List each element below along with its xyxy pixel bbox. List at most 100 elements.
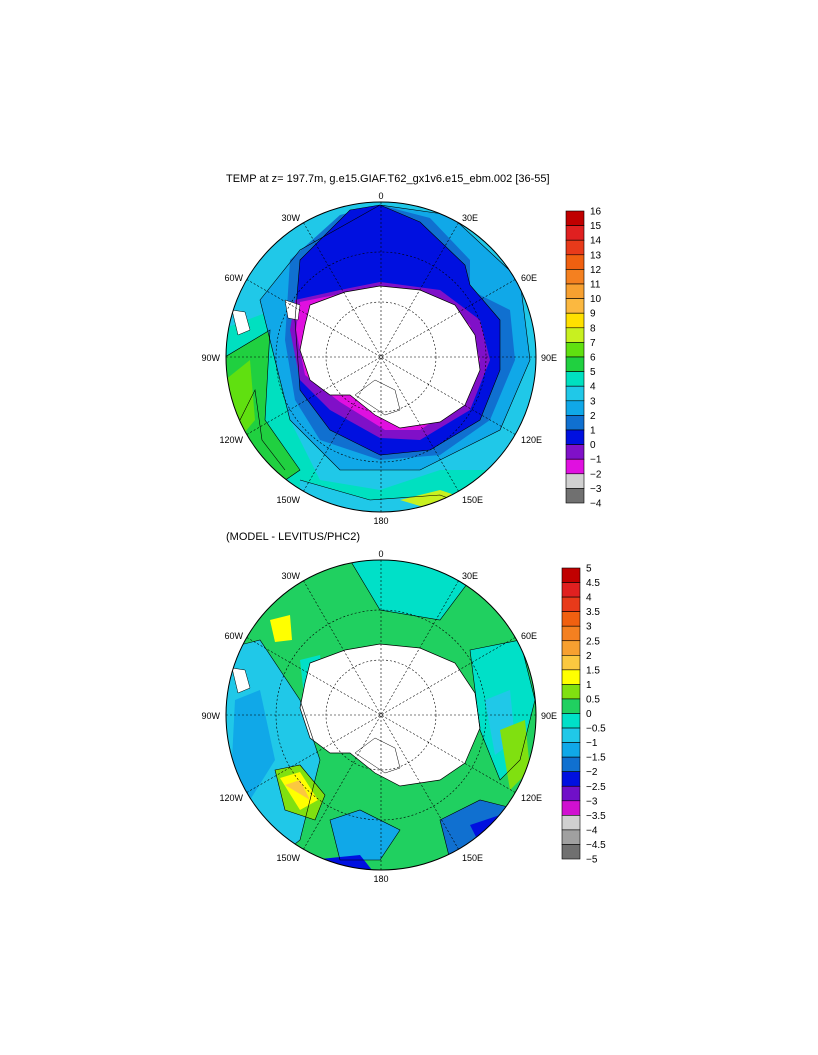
map2-lon-label: 90E bbox=[541, 711, 557, 721]
colorbar-tick-label: 3.5 bbox=[586, 607, 600, 618]
colorbar-tick-label: 2.5 bbox=[586, 636, 600, 647]
colorbar-swatch bbox=[561, 771, 581, 787]
colorbar-tick-label: 13 bbox=[590, 250, 602, 261]
colorbar-swatch bbox=[565, 225, 585, 241]
colorbar-tick-label: 4 bbox=[586, 593, 592, 604]
colorbar-swatch bbox=[561, 815, 581, 831]
colorbar-tick-label: 15 bbox=[590, 221, 602, 232]
colorbar-swatch bbox=[565, 385, 585, 402]
map1: 0 30E 60E 90E 120E 150E 180 150W 120W 90… bbox=[201, 191, 601, 526]
colorbar-tick-label: 12 bbox=[590, 265, 602, 276]
colorbar-tick-label: 0 bbox=[590, 440, 596, 451]
colorbar-tick-label: 9 bbox=[590, 309, 596, 320]
colorbar-swatch bbox=[565, 429, 585, 445]
colorbar-tick-label: −2 bbox=[590, 469, 602, 480]
colorbar-swatch bbox=[565, 371, 585, 387]
colorbar-tick-label: −4.5 bbox=[586, 840, 606, 851]
colorbar-tick-label: −1 bbox=[586, 738, 598, 749]
map1-field bbox=[226, 202, 536, 512]
colorbar-tick-label: 2 bbox=[586, 651, 592, 662]
colorbar-tick-label: −3.5 bbox=[586, 811, 606, 822]
colorbar-tick-label: 10 bbox=[590, 294, 602, 305]
colorbar-swatch bbox=[561, 844, 581, 860]
colorbar-tick-label: 1 bbox=[590, 426, 596, 437]
map1-lon-label: 180 bbox=[373, 516, 388, 526]
colorbar-tick-label: −4 bbox=[586, 825, 598, 836]
colorbar-tick-label: −2.5 bbox=[586, 782, 606, 793]
colorbar-swatch bbox=[565, 342, 585, 358]
colorbar-tick-label: 7 bbox=[590, 338, 596, 349]
colorbar-swatch bbox=[565, 239, 585, 256]
map1-lon-label: 120W bbox=[219, 435, 243, 445]
colorbar-swatch bbox=[565, 298, 585, 314]
map1-lon-label: 120E bbox=[521, 435, 542, 445]
map2-title: (MODEL - LEVITUS/PHC2) bbox=[226, 531, 361, 543]
colorbar-swatch bbox=[565, 312, 585, 329]
colorbar-swatch bbox=[561, 567, 581, 583]
colorbar-tick-label: 0.5 bbox=[586, 694, 600, 705]
colorbar-swatch bbox=[565, 458, 585, 475]
colorbar-tick-label: 3 bbox=[590, 396, 596, 407]
colorbar-tick-label: 1 bbox=[586, 680, 592, 691]
colorbar-swatch bbox=[561, 713, 581, 729]
map2-lon-label: 0 bbox=[378, 549, 383, 559]
map1-lon-label: 150E bbox=[462, 495, 483, 505]
map1-lon-label: 60E bbox=[521, 273, 537, 283]
colorbar-swatch bbox=[561, 684, 581, 700]
map1-lon-label: 30W bbox=[281, 213, 300, 223]
colorbar-swatch bbox=[561, 800, 581, 816]
map2-lon-label: 120E bbox=[521, 793, 542, 803]
colorbar-swatch bbox=[561, 611, 581, 627]
map2-colorbar: 5 4.5 4 3.5 3 2.5 2 1.5 1 0.5 0 −0.5 −1 −1.5 −2 −2.5 −3 −… bbox=[561, 564, 606, 866]
map2-lon-label: 60W bbox=[224, 631, 243, 641]
map1-lon-label: 90W bbox=[201, 353, 220, 363]
colorbar-swatch bbox=[565, 327, 585, 343]
colorbar-tick-label: 2 bbox=[590, 411, 596, 422]
colorbar-tick-label: −3 bbox=[586, 796, 598, 807]
map2-lon-label: 30E bbox=[462, 571, 478, 581]
colorbar-tick-label: 8 bbox=[590, 323, 596, 334]
map1-lon-label: 0 bbox=[378, 191, 383, 201]
map1-lon-label: 60W bbox=[224, 273, 243, 283]
colorbar-swatch bbox=[561, 756, 581, 773]
colorbar-tick-label: −4 bbox=[590, 499, 602, 510]
colorbar-tick-label: 6 bbox=[590, 353, 596, 364]
colorbar-tick-label: 5 bbox=[590, 367, 596, 378]
colorbar-tick-label: 4 bbox=[590, 382, 596, 393]
colorbar-swatch bbox=[561, 640, 581, 656]
map2: 0 30E 60E 90E 120E 150E 180 150W 120W 90… bbox=[201, 549, 606, 884]
colorbar-swatch bbox=[561, 654, 581, 671]
colorbar-swatch bbox=[561, 596, 581, 612]
colorbar-swatch bbox=[565, 488, 585, 504]
colorbar-tick-label: −0.5 bbox=[586, 724, 606, 735]
colorbar-swatch bbox=[561, 625, 581, 642]
colorbar-swatch bbox=[565, 400, 585, 416]
map2-lon-label: 30W bbox=[281, 571, 300, 581]
map2-lon-label: 120W bbox=[219, 793, 243, 803]
colorbar-tick-label: −2 bbox=[586, 767, 598, 778]
colorbar-tick-label: 4.5 bbox=[586, 578, 600, 589]
map1-lon-label: 90E bbox=[541, 353, 557, 363]
map2-lon-label: 90W bbox=[201, 711, 220, 721]
colorbar-swatch bbox=[561, 742, 581, 758]
colorbar-swatch bbox=[561, 582, 581, 598]
colorbar-swatch bbox=[565, 444, 585, 460]
colorbar-swatch bbox=[565, 283, 585, 299]
colorbar-swatch bbox=[565, 269, 585, 285]
colorbar-swatch bbox=[561, 698, 581, 714]
colorbar-tick-label: 14 bbox=[590, 236, 602, 247]
map1-lon-label: 30E bbox=[462, 213, 478, 223]
colorbar-swatch bbox=[565, 356, 585, 372]
map2-lon-label: 150E bbox=[462, 853, 483, 863]
colorbar-tick-label: 3 bbox=[586, 622, 592, 633]
colorbar-swatch bbox=[565, 415, 585, 431]
colorbar-swatch bbox=[561, 727, 581, 743]
colorbar-swatch bbox=[565, 210, 585, 226]
colorbar-tick-label: −3 bbox=[590, 484, 602, 495]
colorbar-tick-label: 11 bbox=[590, 280, 601, 291]
colorbar-tick-label: −5 bbox=[586, 855, 598, 866]
map2-lon-label: 150W bbox=[276, 853, 300, 863]
colorbar-tick-label: 1.5 bbox=[586, 665, 600, 676]
